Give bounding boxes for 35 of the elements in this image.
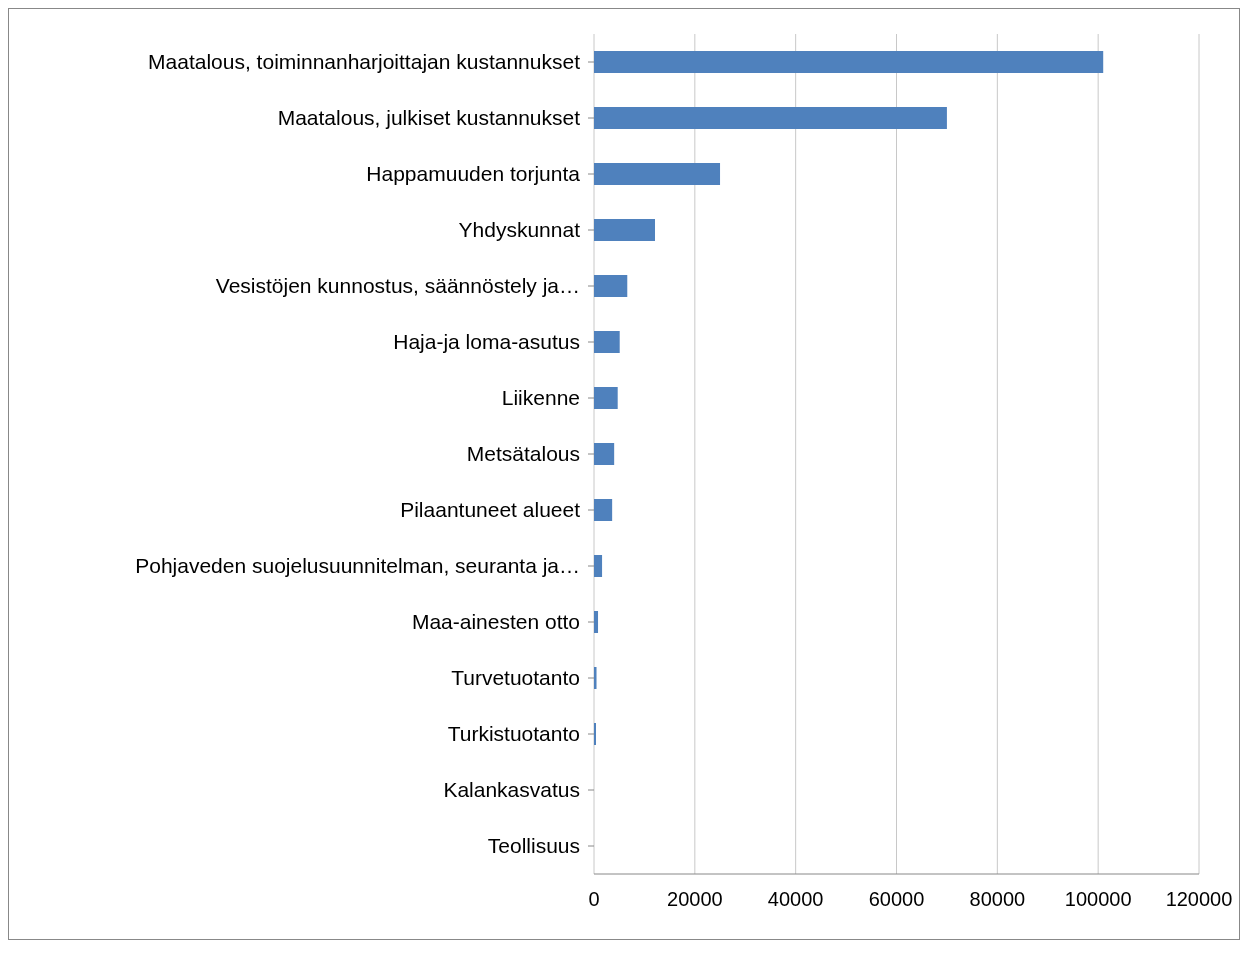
bar (594, 723, 597, 745)
bar (594, 555, 603, 577)
bar (594, 499, 613, 521)
y-tick-label: Maa-ainesten otto (411, 610, 580, 634)
x-tick-label: 40000 (767, 888, 824, 911)
y-tick-label: Vesistöjen kunnostus, säännöstely ja… (215, 274, 580, 298)
y-tick-label: Turkistuotanto (447, 722, 580, 746)
bar (594, 51, 1104, 73)
x-tick-label: 0 (588, 888, 600, 911)
y-tick-label: Happamuuden torjunta (366, 162, 581, 186)
bar (594, 611, 599, 633)
y-tick-label: Maatalous, toiminnanharjoittajan kustannukset (148, 50, 581, 74)
y-tick-label: Maatalous, julkiset kustannukset (277, 106, 581, 130)
bar (594, 443, 615, 465)
x-tick-label: 120000 (1165, 888, 1233, 911)
y-tick-label: Metsätalous (466, 442, 580, 466)
y-tick-label: Pohjaveden suojelusuunnitelman, seuranta ja… (135, 554, 580, 578)
x-tick-label: 60000 (868, 888, 925, 911)
x-tick-label: 20000 (667, 888, 723, 911)
y-tick-label: Pilaantuneet alueet (400, 498, 581, 522)
y-tick-label: Kalankasvatus (443, 778, 580, 802)
x-tick-label: 100000 (1064, 888, 1132, 911)
bar (594, 667, 597, 689)
bar (594, 331, 620, 353)
y-tick-label: Haja-ja loma-asutus (393, 330, 580, 354)
y-tick-label: Liikenne (501, 386, 580, 410)
bar (594, 275, 628, 297)
y-tick-label: Turvetuotanto (451, 666, 580, 690)
bar (594, 107, 947, 129)
y-tick-label: Teollisuus (487, 834, 580, 858)
y-tick-label: Yhdyskunnat (458, 218, 581, 242)
bar (594, 387, 618, 409)
bar (594, 163, 721, 185)
x-tick-label: 80000 (969, 888, 1026, 911)
bar (594, 219, 655, 241)
